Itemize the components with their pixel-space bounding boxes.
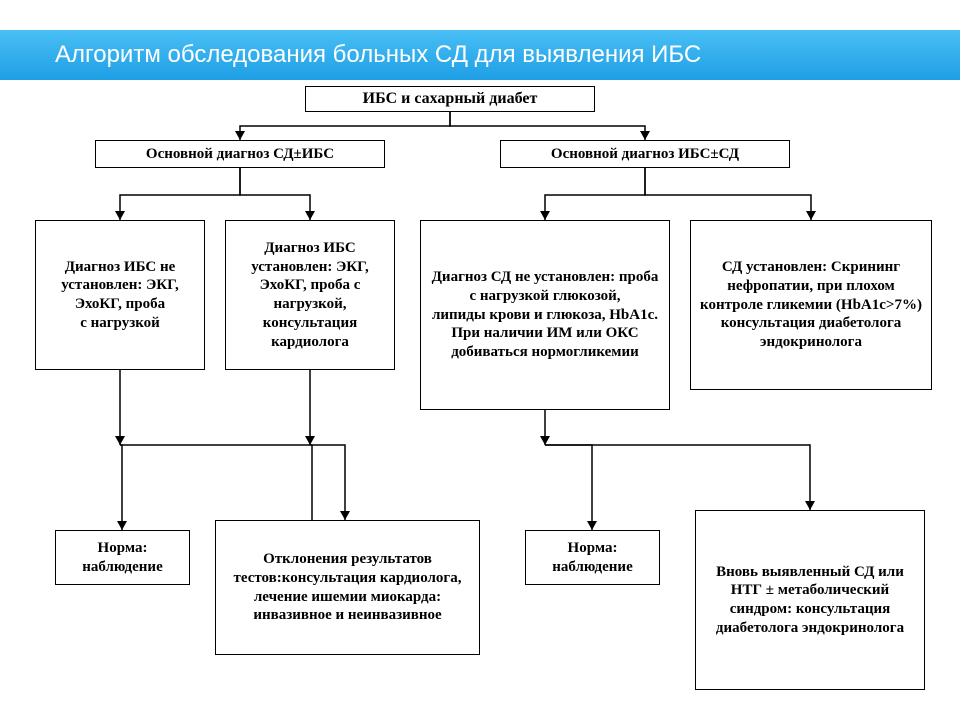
flowchart-node: Основной диагноз ИБС±СД [500,140,790,168]
flowchart-node-label: ИБС и сахарный диабет [357,85,544,113]
flowchart-node: Диагноз ИБС установлен: ЭКГ, ЭхоКГ, проб… [225,220,395,370]
flowchart-node: Вновь выявленный СД или НТГ ± метаболиче… [695,510,925,690]
flowchart-node: ИБС и сахарный диабет [305,86,595,112]
flowchart-node-label: Отклонения результатов тестов:консультац… [216,546,479,629]
flowchart-node: СД установлен: Cкрининг нефропатии, при … [690,220,932,390]
flowchart-node: Отклонения результатов тестов:консультац… [215,520,480,655]
flowchart-node: Норма: наблюдение [525,530,660,585]
flowchart-node-label: Вновь выявленный СД или НТГ ± метаболиче… [696,559,924,642]
flowchart-node-label: СД установлен: Cкрининг нефропатии, при … [691,254,931,356]
flowchart-node-label: Норма: наблюдение [526,535,659,581]
flowchart-node-label: Диагноз ИБС установлен: ЭКГ, ЭхоКГ, проб… [226,235,394,356]
flowchart-node-label: Диагноз ИБС не установлен: ЭКГ, ЭхоКГ, п… [36,254,204,337]
slide-title-bar: Алгоритм обследования больных СД для выя… [0,30,960,80]
slide-title: Алгоритм обследования больных СД для выя… [55,41,701,69]
flowchart-node: Основной диагноз СД±ИБС [95,140,385,168]
flowchart-node-label: Основной диагноз СД±ИБС [140,141,340,168]
flowchart-node: Норма: наблюдение [55,530,190,585]
flowchart-node: Диагноз ИБС не установлен: ЭКГ, ЭхоКГ, п… [35,220,205,370]
flowchart-node-label: Диагноз СД не установлен: проба с нагруз… [421,264,669,366]
flowchart-node-label: Основной диагноз ИБС±СД [545,141,745,168]
flowchart-node: Диагноз СД не установлен: проба с нагруз… [420,220,670,410]
flowchart-node-label: Норма: наблюдение [56,535,189,581]
